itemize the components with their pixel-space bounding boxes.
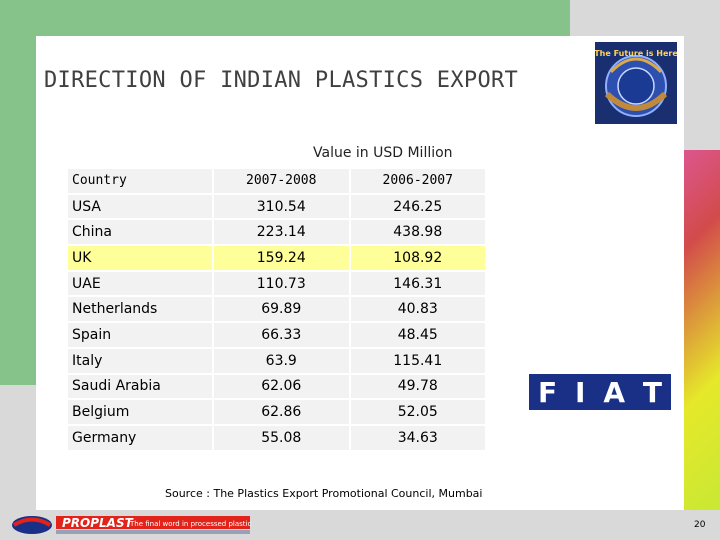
cell-2006-2007: 48.45 — [350, 323, 485, 347]
table-row: Germany 55.08 34.63 — [68, 425, 485, 450]
page-number: 20 — [694, 520, 706, 530]
cell-2006-2007: 438.98 — [350, 220, 485, 245]
cell-2006-2007: 108.92 — [350, 246, 485, 270]
proplast-logo: PROPLAST The final word in processed pla… — [10, 514, 255, 536]
table-row: UAE 110.73 146.31 — [68, 271, 485, 296]
cell-2007-2008: 223.14 — [214, 220, 349, 245]
cell-country: China — [68, 220, 212, 245]
proplast-tagline: The final word in processed plastics — [129, 520, 252, 528]
cell-country: Belgium — [68, 400, 212, 424]
future-logo-graphic: The Future is Here — [595, 42, 677, 124]
fiat-letter: I — [575, 375, 586, 409]
cell-2006-2007: 146.31 — [350, 271, 485, 296]
future-logo-text: The Future is Here — [595, 49, 677, 58]
cell-2006-2007: 52.05 — [350, 400, 485, 424]
cell-country: Saudi Arabia — [68, 374, 212, 399]
source-note: Source : The Plastics Export Promotional… — [165, 487, 483, 500]
cell-2007-2008: 310.54 — [214, 194, 349, 219]
table-row: USA 310.54 246.25 — [68, 194, 485, 219]
cell-2006-2007: 34.63 — [350, 425, 485, 450]
unit-note: Value in USD Million — [313, 145, 453, 161]
proplast-brand-text: PROPLAST — [62, 516, 134, 530]
cell-2007-2008: 62.86 — [214, 400, 349, 424]
export-table: Country 2007-2008 2006-2007 USA 310.54 2… — [66, 167, 487, 452]
table-row: Italy 63.9 115.41 — [68, 348, 485, 373]
cell-2007-2008: 110.73 — [214, 271, 349, 296]
cell-2006-2007: 49.78 — [350, 374, 485, 399]
cell-2007-2008: 55.08 — [214, 425, 349, 450]
cell-country: Netherlands — [68, 297, 212, 322]
header-country: Country — [68, 169, 212, 193]
table-row: Netherlands 69.89 40.83 — [68, 297, 485, 322]
cell-country: Spain — [68, 323, 212, 347]
header-2006-2007: 2006-2007 — [350, 169, 485, 193]
slide-title: DIRECTION OF INDIAN PLASTICS EXPORT — [44, 68, 519, 93]
cell-country: UK — [68, 246, 212, 270]
fiat-letter: A — [603, 375, 625, 409]
fiat-letter: F — [537, 375, 558, 409]
header-2007-2008: 2007-2008 — [214, 169, 349, 193]
table-row: China 223.14 438.98 — [68, 220, 485, 245]
fiat-logo: F I A T — [529, 374, 671, 410]
cell-country: Italy — [68, 348, 212, 373]
cell-2007-2008: 69.89 — [214, 297, 349, 322]
cell-country: USA — [68, 194, 212, 219]
cell-2006-2007: 246.25 — [350, 194, 485, 219]
cell-2007-2008: 63.9 — [214, 348, 349, 373]
fiat-letter: T — [642, 375, 663, 409]
table-header-row: Country 2007-2008 2006-2007 — [68, 169, 485, 193]
cell-2006-2007: 40.83 — [350, 297, 485, 322]
table-row-highlighted: UK 159.24 108.92 — [68, 246, 485, 270]
future-is-here-logo: The Future is Here — [595, 42, 677, 124]
cell-country: UAE — [68, 271, 212, 296]
cell-country: Germany — [68, 425, 212, 450]
table-row: Saudi Arabia 62.06 49.78 — [68, 374, 485, 399]
cell-2007-2008: 66.33 — [214, 323, 349, 347]
cell-2007-2008: 159.24 — [214, 246, 349, 270]
table-row: Belgium 62.86 52.05 — [68, 400, 485, 424]
cell-2007-2008: 62.06 — [214, 374, 349, 399]
cell-2006-2007: 115.41 — [350, 348, 485, 373]
table-row: Spain 66.33 48.45 — [68, 323, 485, 347]
proplast-logo-graphic: PROPLAST The final word in processed pla… — [12, 516, 255, 534]
